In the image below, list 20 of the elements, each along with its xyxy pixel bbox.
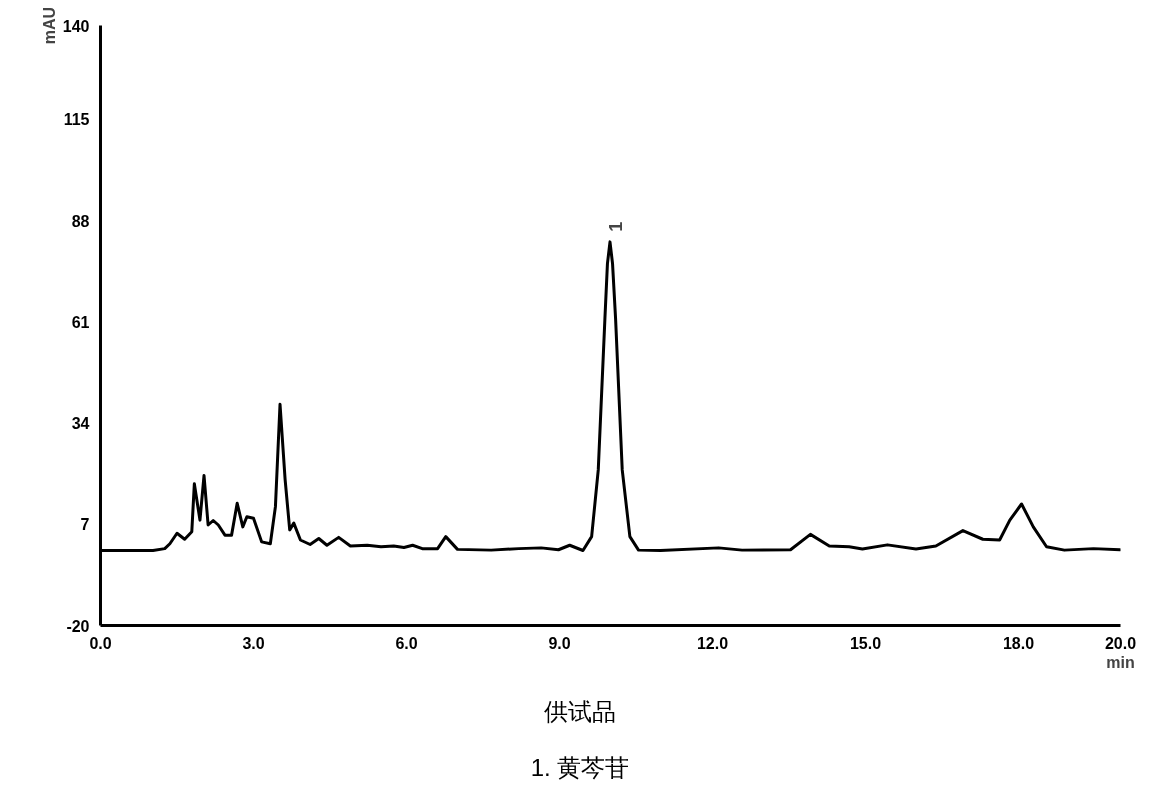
y-tick-label: 7 [80, 516, 90, 534]
x-tick-label: 15.0 [849, 634, 882, 652]
text: 1. 黄芩苷 [530, 753, 630, 783]
x-tick-label: 6.0 [395, 634, 418, 652]
y-axis-title: mAU [40, 6, 58, 45]
annotation: 1 [606, 221, 627, 232]
x-tick-label: 12.0 [696, 634, 729, 652]
x-tick-label: 0.0 [89, 634, 112, 652]
x-tick-label: 3.0 [242, 634, 265, 652]
x-tick-label: 18.0 [1002, 634, 1035, 652]
y-tick-label: 88 [71, 212, 90, 230]
x-axis-title: min [1106, 653, 1135, 671]
y-tick-label: 61 [71, 313, 90, 331]
text: 供试品 [544, 697, 616, 727]
x-tick-label: 20.0 [1104, 634, 1137, 652]
y-tick-label: -20 [66, 617, 90, 635]
x-tick-label: 9.0 [548, 634, 571, 652]
y-tick-label: 115 [63, 111, 90, 129]
y-tick-label: 140 [62, 17, 90, 35]
y-tick-label: 34 [71, 415, 90, 432]
